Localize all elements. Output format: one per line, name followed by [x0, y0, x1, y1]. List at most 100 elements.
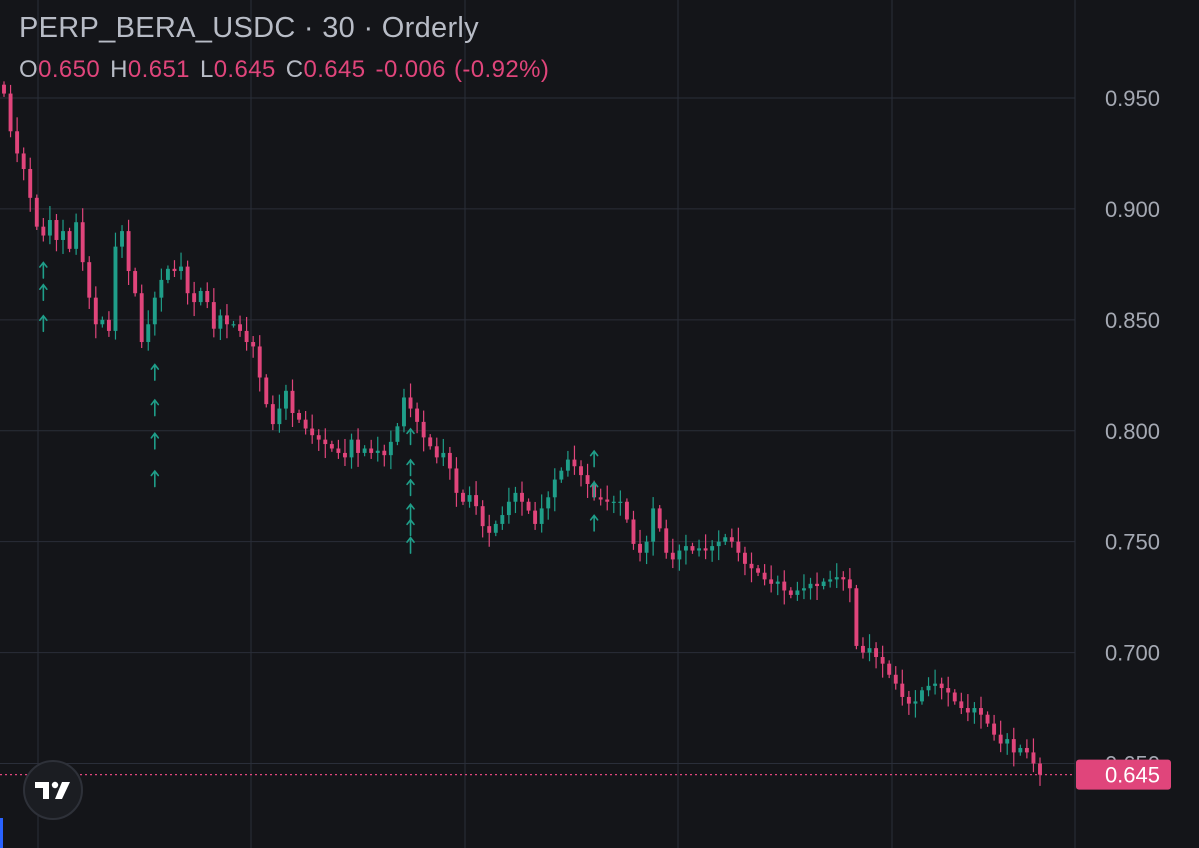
candle-body [152, 297, 157, 325]
candle-body [146, 324, 151, 343]
candle-body [310, 428, 315, 436]
price-tick-label: 0.750 [1105, 530, 1160, 555]
candle-body [67, 231, 72, 249]
candle-body [1038, 763, 1042, 775]
candle-body [224, 315, 229, 325]
candle-body [316, 435, 321, 440]
candle-body [920, 690, 924, 702]
candle-body [801, 588, 806, 591]
signal-arrow-icon [406, 503, 415, 521]
candle-body [506, 501, 511, 516]
candle-body [54, 220, 59, 240]
signal-arrow-icon [406, 478, 415, 497]
candle-body [638, 543, 642, 553]
candle-body [657, 508, 662, 529]
candle-body [290, 390, 295, 414]
candle-body [579, 466, 583, 476]
candle-body [808, 583, 813, 589]
candle-body [1018, 747, 1023, 753]
candle-body [952, 692, 957, 702]
price-tick-label: 0.900 [1105, 197, 1160, 222]
price-tick-label: 0.800 [1105, 419, 1160, 444]
signal-arrow-icon [589, 480, 599, 499]
change-percent: (-0.92%) [454, 56, 550, 83]
candle-body [100, 319, 105, 325]
candle-body [788, 590, 793, 595]
candle-body [343, 452, 347, 458]
candle-body [41, 226, 46, 236]
price-tick-label: 0.950 [1105, 86, 1160, 111]
last-price-label: 0.645 [1105, 763, 1160, 788]
candle-body [172, 268, 177, 272]
candle-body [93, 297, 98, 325]
candle-body [106, 319, 111, 331]
candle-body [21, 153, 26, 169]
candle-body [756, 568, 761, 573]
high-label: H [110, 56, 128, 83]
candle-body [126, 231, 131, 272]
candle-body [703, 548, 708, 551]
candle-body [782, 581, 787, 591]
candle-body [87, 262, 92, 298]
candle-body [1031, 752, 1036, 764]
candle-body [670, 552, 675, 560]
candle-body [198, 290, 203, 303]
candle-body [1005, 739, 1010, 744]
candle-body [362, 448, 367, 453]
candle-body [192, 293, 197, 303]
signal-arrow-icon [589, 449, 599, 468]
candle-body [821, 581, 826, 587]
candle-body [8, 93, 13, 132]
candle-body [893, 674, 898, 684]
candle-body [185, 266, 190, 294]
signal-arrows [39, 261, 599, 554]
candle-body [565, 459, 570, 471]
candle-body [874, 648, 879, 658]
candle-body [605, 499, 610, 502]
candle-body [539, 508, 544, 524]
signal-arrow-icon [150, 398, 160, 417]
candle-body [624, 501, 629, 520]
candle-body [395, 426, 400, 442]
candle-body [303, 419, 308, 429]
candle-body [847, 579, 852, 589]
signal-arrow-icon [150, 469, 160, 488]
candle-body [631, 519, 636, 544]
candle-body [270, 404, 275, 425]
candle-body [257, 346, 262, 378]
candle-body [992, 723, 997, 735]
candle-body [428, 437, 433, 447]
tradingview-logo[interactable] [23, 760, 83, 820]
price-tick-label: 0.850 [1105, 308, 1160, 333]
signal-arrow-icon [150, 363, 160, 381]
signal-arrow-icon [406, 458, 415, 477]
candle-body [336, 448, 341, 453]
candle-body [28, 168, 33, 198]
price-tick-label: 0.700 [1105, 641, 1160, 666]
candle-body [61, 231, 65, 240]
candle-body [716, 541, 721, 547]
candle-body [979, 708, 983, 715]
candle-body [690, 546, 695, 551]
candle-body [369, 448, 374, 453]
signal-arrow-icon [406, 536, 415, 554]
candle-body [598, 497, 603, 500]
candle-body [815, 583, 820, 587]
candle-body [795, 590, 800, 595]
candle-body [159, 279, 164, 298]
candle-body [415, 408, 420, 422]
candle-body [985, 714, 990, 724]
candle-body [900, 683, 905, 697]
candle-body [841, 577, 846, 580]
candle-body [218, 315, 223, 329]
high-value: 0.651 [127, 56, 190, 83]
candle-body [552, 479, 557, 498]
candle-body [585, 475, 590, 484]
candle-body [356, 439, 361, 453]
candle-body [434, 446, 439, 458]
candle-body [861, 645, 865, 653]
candle-body [880, 657, 885, 664]
